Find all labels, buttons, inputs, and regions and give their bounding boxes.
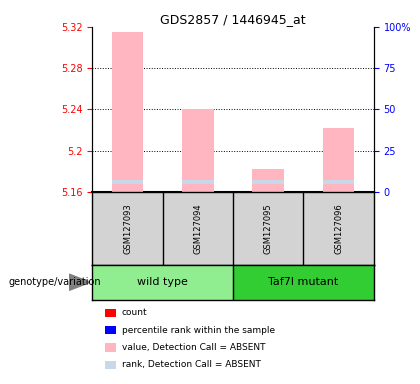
Bar: [323, 128, 354, 192]
Bar: [252, 180, 284, 184]
Text: wild type: wild type: [137, 277, 188, 287]
Text: value, Detection Call = ABSENT: value, Detection Call = ABSENT: [122, 343, 265, 352]
Text: GSM127093: GSM127093: [123, 203, 132, 254]
Bar: [252, 169, 284, 192]
Text: GDS2857 / 1446945_at: GDS2857 / 1446945_at: [160, 13, 306, 26]
Text: genotype/variation: genotype/variation: [8, 277, 101, 287]
Text: rank, Detection Call = ABSENT: rank, Detection Call = ABSENT: [122, 360, 261, 369]
Text: GSM127095: GSM127095: [264, 203, 273, 254]
Text: Taf7l mutant: Taf7l mutant: [268, 277, 339, 287]
Text: GSM127094: GSM127094: [194, 203, 202, 254]
Bar: [112, 32, 143, 192]
Text: count: count: [122, 308, 147, 318]
Bar: [112, 180, 143, 184]
Bar: [182, 109, 214, 192]
Bar: [323, 180, 354, 184]
Text: GSM127096: GSM127096: [334, 203, 343, 254]
Text: percentile rank within the sample: percentile rank within the sample: [122, 326, 275, 335]
Bar: [233, 265, 374, 300]
Polygon shape: [69, 274, 90, 290]
Bar: [182, 180, 214, 184]
